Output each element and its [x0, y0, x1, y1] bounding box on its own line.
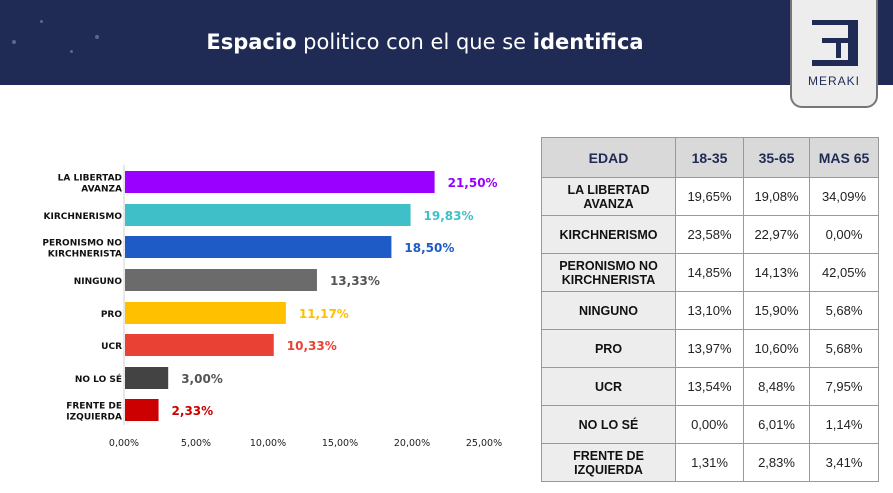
bar [125, 334, 274, 356]
bar [125, 302, 286, 324]
value-label: 19,83% [424, 209, 474, 223]
value-label: 18,50% [404, 241, 454, 255]
table-cell: 14,13% [743, 253, 810, 292]
table-row: FRENTE DE IZQUIERDA 1,31% 2,83% 3,41% [541, 443, 879, 482]
value-label: 2,33% [172, 404, 214, 418]
table-cell: 2,83% [743, 443, 810, 482]
x-tick-label: 10,00% [250, 438, 286, 449]
bar [125, 236, 392, 258]
row-label: FRENTE DE IZQUIERDA [541, 443, 676, 482]
row-label: LA LIBERTAD AVANZA [541, 177, 676, 216]
category-label: PERONISMO NO [42, 239, 122, 249]
table-row: NINGUNO 13,10% 15,90% 5,68% [541, 291, 879, 330]
title-part: Espacio [206, 30, 297, 54]
row-label: PERONISMO NO KIRCHNERISTA [541, 253, 676, 292]
table-row: NO LO SÉ 0,00% 6,01% 1,14% [541, 405, 879, 444]
x-tick-label: 15,00% [322, 438, 358, 449]
value-label: 3,00% [181, 372, 223, 386]
decorative-dot [12, 40, 16, 44]
row-label: NINGUNO [541, 291, 676, 330]
bar [125, 367, 169, 389]
age-table: EDAD 18-35 35-65 MAS 65 LA LIBERTAD AVANZA 1… [541, 137, 879, 482]
table-cell: 6,01% [743, 405, 810, 444]
row-label: PRO [541, 329, 676, 368]
table-cell: 22,97% [743, 215, 810, 254]
title-part: politico con el que se [296, 30, 533, 54]
category-label: FRENTE DE [66, 402, 122, 412]
column-header: EDAD [541, 137, 676, 178]
bar [125, 204, 411, 226]
category-label: LA LIBERTAD [58, 174, 122, 184]
column-header: 18-35 [675, 137, 744, 178]
table-cell: 15,90% [743, 291, 810, 330]
table-row: UCR 13,54% 8,48% 7,95% [541, 367, 879, 406]
x-tick-label: 0,00% [109, 438, 139, 449]
category-label: KIRCHNERISTA [48, 250, 122, 260]
category-label: PRO [101, 310, 123, 320]
header-banner: Espacio politico con el que se identific… [0, 0, 893, 85]
table-cell: 7,95% [809, 367, 879, 406]
category-label: AVANZA [81, 185, 122, 195]
value-label: 10,33% [287, 339, 337, 353]
bar-chart: 0,00% 5,00% 10,00% 15,00% 20,00% 25,00% LA LIB… [42, 165, 502, 449]
category-label: UCR [101, 342, 122, 352]
table-cell: 3,41% [809, 443, 879, 482]
table-cell: 23,58% [675, 215, 744, 254]
column-header: MAS 65 [809, 137, 879, 178]
meraki-logo: MERAKI [790, 0, 878, 108]
table-row: PERONISMO NO KIRCHNERISTA 14,85% 14,13% 42,… [541, 253, 879, 292]
x-tick-label: 20,00% [394, 438, 430, 449]
row-label: NO LO SÉ [541, 405, 676, 444]
decorative-dot [95, 35, 99, 39]
row-label: KIRCHNERISMO [541, 215, 676, 254]
table-cell: 42,05% [809, 253, 879, 292]
decorative-dot [40, 20, 43, 23]
table-cell: 0,00% [809, 215, 879, 254]
decorative-dot [70, 50, 73, 53]
table-cell: 8,48% [743, 367, 810, 406]
value-label: 21,50% [448, 176, 498, 190]
table-cell: 14,85% [675, 253, 744, 292]
bar [125, 171, 435, 193]
category-label: NINGUNO [74, 277, 123, 287]
x-tick-label: 25,00% [466, 438, 502, 449]
category-label: KIRCHNERISMO [44, 212, 123, 222]
table-cell: 19,08% [743, 177, 810, 216]
column-header: 35-65 [743, 137, 810, 178]
table-cell: 34,09% [809, 177, 879, 216]
x-tick-label: 5,00% [181, 438, 211, 449]
title-part: identifica [532, 30, 644, 54]
table-cell: 5,68% [809, 291, 879, 330]
table-cell: 13,97% [675, 329, 744, 368]
category-label: NO LO SÉ [75, 373, 122, 385]
table-header-row: EDAD 18-35 35-65 MAS 65 [541, 137, 879, 178]
table-row: KIRCHNERISMO 23,58% 22,97% 0,00% [541, 215, 879, 254]
value-label: 13,33% [330, 274, 380, 288]
bar [125, 399, 159, 421]
table-cell: 19,65% [675, 177, 744, 216]
table-cell: 0,00% [675, 405, 744, 444]
page-title: Espacio politico con el que se identific… [0, 30, 850, 54]
table-cell: 13,10% [675, 291, 744, 330]
value-label: 11,17% [299, 307, 349, 321]
table-cell: 5,68% [809, 329, 879, 368]
table-row: PRO 13,97% 10,60% 5,68% [541, 329, 879, 368]
bar [125, 269, 317, 291]
table-cell: 10,60% [743, 329, 810, 368]
table-cell: 1,14% [809, 405, 879, 444]
category-label: IZQUIERDA [66, 413, 122, 423]
table-cell: 1,31% [675, 443, 744, 482]
table-cell: 13,54% [675, 367, 744, 406]
row-label: UCR [541, 367, 676, 406]
table-row: LA LIBERTAD AVANZA 19,65% 19,08% 34,09% [541, 177, 879, 216]
logo-text: MERAKI [807, 74, 860, 88]
